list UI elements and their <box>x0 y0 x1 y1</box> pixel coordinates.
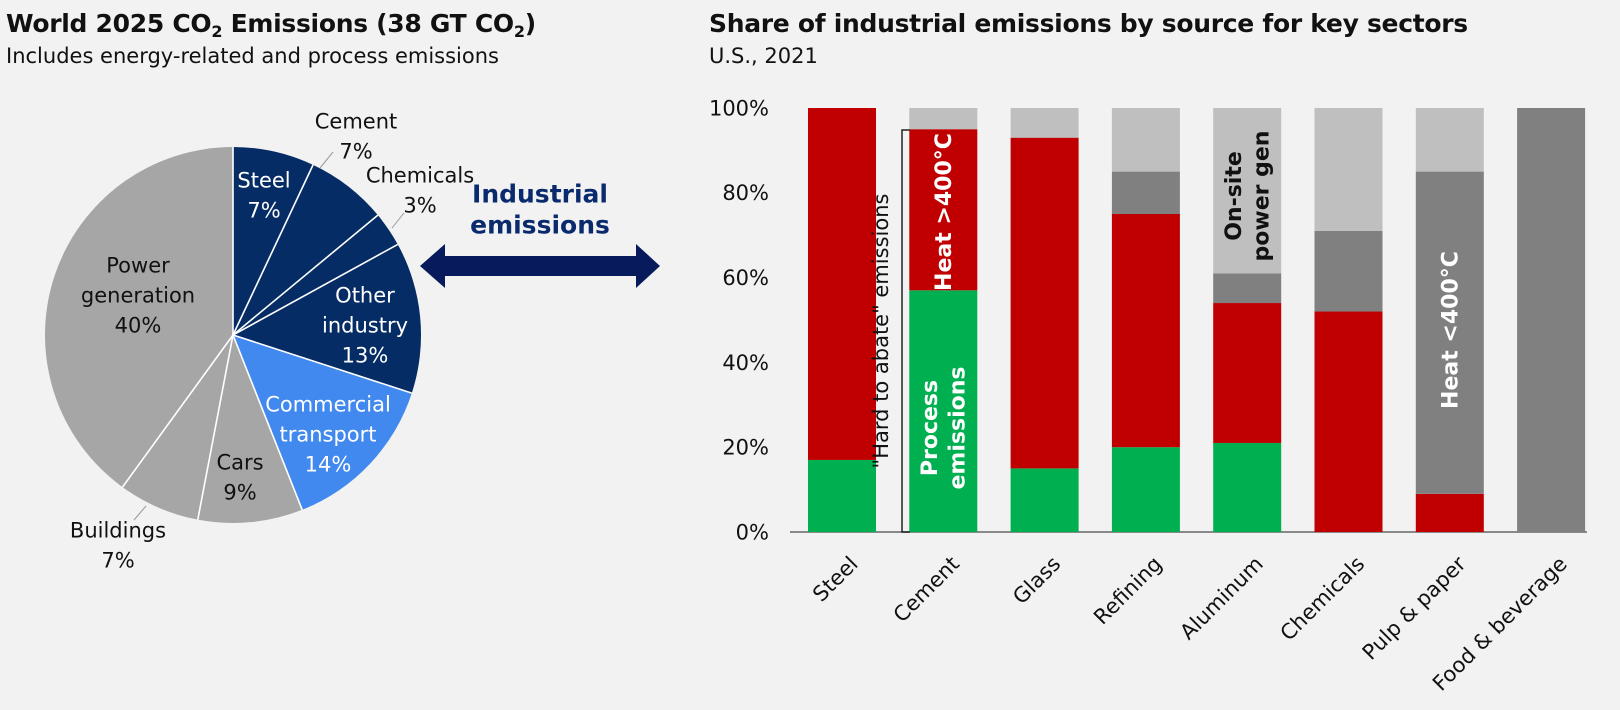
pie-slice-separator <box>232 334 413 394</box>
bar-segment-cement-on-site-power-gen <box>909 108 978 130</box>
bar-segment-chemicals-heat-400-c <box>1314 230 1383 312</box>
pie-label-cement: Cement 7% <box>315 109 398 163</box>
bar-segment-glass-process-emissions <box>1010 468 1079 532</box>
pie-slice-separator <box>121 334 234 488</box>
pie-label-steel: Steel 7% <box>237 168 290 222</box>
pie-slice-other-industry <box>233 244 422 394</box>
bar-segment-refining-on-site-power-gen <box>1111 108 1180 172</box>
pie-slice-power-generation <box>45 147 234 488</box>
x-tick-label-steel: Steel <box>808 552 863 607</box>
bar-segment-refining-process-emissions <box>1111 447 1180 532</box>
bar-chart-title: Share of industrial emissions by source … <box>709 9 1468 38</box>
bar-segment-aluminum-heat-400-c <box>1213 303 1282 443</box>
x-tick-label-refining: Refining <box>1089 552 1166 629</box>
leader-line-cement <box>319 151 334 169</box>
bar-chart-subtitle: U.S., 2021 <box>709 44 818 68</box>
pie-chart-title: World 2025 CO2 Emissions (38 GT CO2) <box>6 9 536 41</box>
y-tick-label: 100% <box>709 96 769 120</box>
bar-segment-glass-heat-400-c <box>1010 137 1079 469</box>
pie-slice-cement <box>233 164 378 335</box>
arrow-label-industrial-emissions: Industrial emissions <box>470 179 610 239</box>
bar-segment-aluminum-heat-400-c <box>1213 273 1282 304</box>
bar-segment-aluminum-process-emissions <box>1213 442 1282 532</box>
bar-segment-steel-process-emissions <box>808 459 876 532</box>
pie-label-other-industry: Other industry 13% <box>322 283 408 367</box>
annotation-process-emissions: Process emissions <box>918 367 971 490</box>
x-tick-label-glass: Glass <box>1008 552 1065 609</box>
pie-label-commercial-transport: Commercial transport 14% <box>265 392 391 476</box>
y-tick-label: 0% <box>736 520 769 544</box>
bar-segment-glass-on-site-power-gen <box>1010 108 1079 138</box>
pie-slice-separator <box>232 164 314 336</box>
bar-segment-pulp-paper-heat-400-c <box>1415 171 1484 494</box>
annotation-hard-to-abate: "Hard to abate" emissions <box>869 194 893 469</box>
pie-slice-separator <box>232 214 379 336</box>
bar-segment-cement-heat-400-c <box>909 129 978 291</box>
annotation-heat-below-400: Heat <400°C <box>1439 251 1464 409</box>
x-tick-label-cement: Cement <box>889 552 964 627</box>
bar-segment-food-beverage-heat-400-c <box>1517 108 1586 532</box>
pie-label-cars: Cars 9% <box>216 450 263 504</box>
bar-segment-aluminum-on-site-power-gen <box>1213 108 1282 274</box>
bar-segment-steel-heat-400-c <box>808 108 876 460</box>
bar-segment-chemicals-on-site-power-gen <box>1314 108 1383 231</box>
leader-line-buildings <box>133 505 147 521</box>
pie-label-buildings: Buildings 7% <box>70 518 166 572</box>
pie-chart-subtitle: Includes energy-related and process emis… <box>6 44 499 68</box>
y-tick-label: 80% <box>722 181 769 205</box>
pie-label-chemicals: Chemicals 3% <box>366 163 474 217</box>
y-tick-label: 60% <box>722 266 769 290</box>
bar-segment-cement-process-emissions <box>909 290 978 532</box>
bar-segment-refining-heat-400-c <box>1111 171 1180 214</box>
double-arrow-icon <box>420 244 660 288</box>
bar-segment-pulp-paper-heat-400-c <box>1415 493 1484 532</box>
y-tick-label: 20% <box>722 436 769 460</box>
pie-slice-separator <box>232 334 303 511</box>
pie-slice-separator <box>196 334 234 520</box>
x-tick-label-chemicals: Chemicals <box>1276 552 1370 646</box>
leader-line-chemicals <box>391 212 405 229</box>
hard-to-abate-bracket <box>901 129 910 533</box>
pie-slice-buildings <box>122 335 233 520</box>
y-tick-label: 40% <box>722 351 769 375</box>
pie-label-power-generation: Power generation 40% <box>81 253 195 337</box>
pie-slice-chemicals <box>233 215 398 335</box>
pie-slice-steel <box>233 147 314 335</box>
x-tick-label-aluminum: Aluminum <box>1175 552 1268 645</box>
bar-segment-pulp-paper-on-site-power-gen <box>1415 108 1484 172</box>
bar-segment-refining-heat-400-c <box>1111 214 1180 448</box>
pie-slice-separator <box>232 243 399 336</box>
annotation-heat-above-400: Heat >400°C <box>932 133 957 291</box>
x-tick-label-pulp-paper: Pulp & paper <box>1358 552 1471 665</box>
annotation-on-site-power-gen: On-site power gen <box>1222 131 1275 262</box>
pie-slice-cars <box>197 335 303 523</box>
bar-segment-chemicals-heat-400-c <box>1314 311 1383 532</box>
